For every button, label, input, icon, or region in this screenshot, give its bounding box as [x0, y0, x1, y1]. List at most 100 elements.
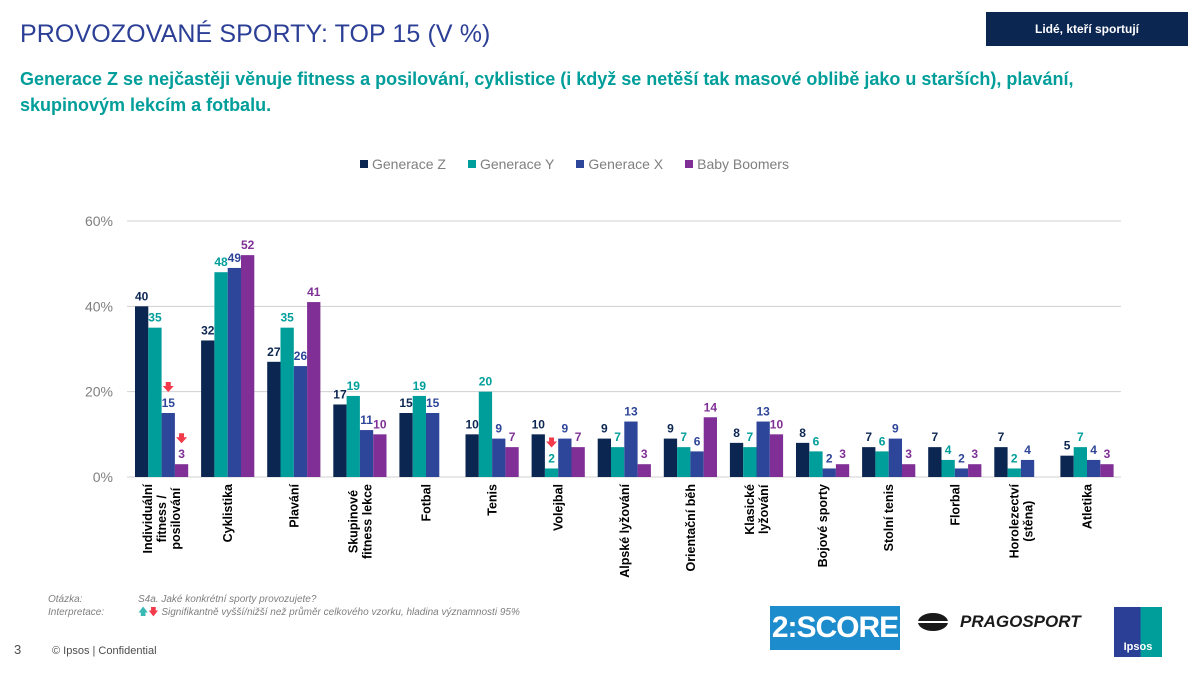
x-tick-label: Fotbal: [420, 484, 434, 522]
bar: [307, 302, 321, 477]
interpretation-text: Signifikantně vyšší/nižší než průměr cel…: [161, 607, 520, 618]
bar: [492, 438, 506, 477]
legend-swatch-gen-x: [576, 160, 585, 168]
legend-item-gen-z: Generace Z: [360, 156, 446, 172]
pragosport-logo: PRAGOSPORT: [914, 612, 1081, 632]
data-label: 7: [747, 430, 754, 444]
bar: [426, 413, 440, 477]
bar: [227, 267, 241, 477]
bar: [690, 451, 704, 477]
data-label: 32: [201, 323, 215, 337]
bar: [862, 447, 876, 477]
data-label: 52: [241, 238, 255, 252]
x-tick-label-line: Volejbal: [552, 484, 566, 531]
page-number: 3: [14, 642, 22, 657]
data-label: 35: [148, 311, 162, 325]
x-tick-label: Bojové sporty: [816, 484, 830, 567]
data-label: 5: [1064, 439, 1071, 453]
chart-notes: Otázka: S4a. Jaké konkrétní sporty provo…: [48, 593, 520, 619]
bar: [902, 464, 916, 477]
data-label: 7: [614, 430, 621, 444]
legend-item-gen-x: Generace X: [576, 156, 663, 172]
chart-legend: Generace Z Generace Y Generace X Baby Bo…: [360, 156, 789, 172]
data-label: 9: [667, 422, 674, 436]
interpretation-label: Interpretace:: [48, 607, 105, 618]
pragosport-ball-icon: [914, 613, 952, 631]
data-label: 7: [575, 430, 582, 444]
data-label: 35: [280, 311, 294, 325]
data-label: 3: [905, 447, 912, 461]
data-label: 3: [178, 447, 185, 461]
data-label: 2: [1011, 451, 1018, 465]
data-label: 13: [756, 405, 770, 419]
data-label: 10: [465, 417, 479, 431]
legend-item-boomers: Baby Boomers: [685, 156, 789, 172]
x-tick-label: Cyklistika: [221, 483, 235, 542]
x-tick-label-line: Tenis: [486, 484, 500, 516]
data-label: 3: [839, 447, 846, 461]
data-label: 9: [562, 422, 569, 436]
x-tick-label-line: Atletika: [1081, 483, 1095, 529]
x-tick-label-line: Florbal: [948, 484, 962, 526]
bar: [544, 468, 559, 477]
bar: [412, 395, 426, 477]
bar: [888, 438, 902, 477]
x-tick-label: Atletika: [1081, 483, 1095, 529]
x-tick-label: Alpské lyžování: [618, 483, 632, 577]
data-label: 6: [813, 434, 820, 448]
data-label: 40: [135, 289, 149, 303]
x-tick-label-line: Horolezectví: [1007, 483, 1021, 558]
bar: [769, 434, 784, 477]
bar: [954, 468, 969, 477]
data-label: 15: [426, 396, 440, 410]
section-tag: Lidé, kteří sportují: [986, 12, 1188, 46]
data-label: 9: [495, 422, 502, 436]
bar: [1100, 464, 1114, 477]
bar: [729, 442, 744, 477]
bar: [478, 391, 493, 477]
data-label: 27: [267, 345, 281, 359]
bar: [835, 464, 850, 477]
bar: [928, 447, 942, 477]
bar: [663, 438, 678, 477]
x-tick-label: Volejbal: [552, 484, 566, 531]
data-label: 11: [360, 413, 373, 427]
x-tick-label-line: Plavání: [287, 483, 301, 527]
legend-swatch-boomers: [685, 160, 694, 168]
arrow-down-icon: [176, 433, 188, 444]
bar: [135, 306, 149, 477]
data-label: 13: [624, 405, 638, 419]
bar: [214, 272, 228, 477]
x-tick-label: Tenis: [486, 484, 500, 516]
arrow-up-icon: 🡅: [138, 607, 149, 618]
y-tick-label: 0%: [93, 469, 113, 485]
data-label: 41: [307, 285, 321, 299]
bar: [809, 451, 823, 477]
data-label: 19: [413, 379, 427, 393]
legend-item-gen-y: Generace Y: [467, 156, 554, 172]
arrow-down-icon: [546, 437, 558, 448]
data-label: 7: [998, 430, 1005, 444]
bar: [743, 447, 757, 477]
x-tick-label-line: Fotbal: [420, 484, 434, 522]
data-label: 49: [228, 251, 242, 265]
bar: [756, 421, 770, 477]
question-label: Otázka:: [48, 594, 83, 605]
data-label: 7: [509, 430, 516, 444]
legend-swatch-gen-z: [360, 160, 368, 168]
bar: [201, 340, 215, 477]
data-label: 7: [932, 430, 939, 444]
data-label: 48: [214, 255, 228, 269]
x-tick-label: Klasické lyžování: [743, 484, 771, 535]
bar: [637, 464, 651, 477]
data-label: 4: [1024, 443, 1031, 457]
data-label: 15: [162, 396, 176, 410]
data-label: 8: [799, 426, 806, 440]
page-title: PROVOZOVANÉ SPORTY: TOP 15 (V %): [20, 20, 491, 48]
bar: [267, 361, 281, 477]
bar: [293, 366, 308, 477]
bar: [994, 447, 1008, 477]
x-tick-label: Individuální fitness / posilování: [141, 483, 183, 553]
legend-label: Generace X: [588, 156, 664, 172]
data-label: 14: [704, 400, 718, 414]
